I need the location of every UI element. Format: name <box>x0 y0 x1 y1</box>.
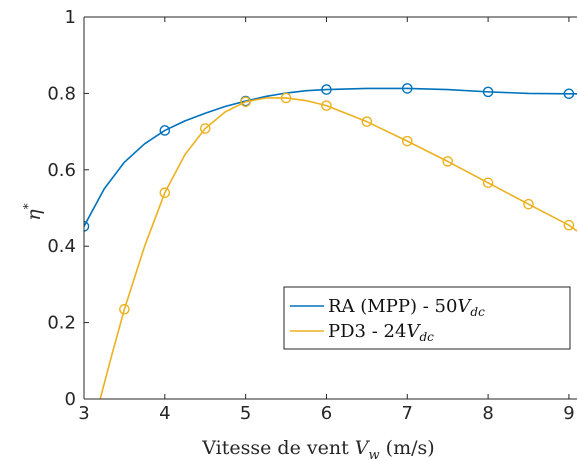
data-point-1-3 <box>240 96 251 108</box>
x-tick-label: 9 <box>563 403 574 424</box>
legend-box <box>283 286 571 350</box>
y-tick-label: 0 <box>65 389 76 410</box>
x-tick-label: 3 <box>78 403 89 424</box>
data-point-0-1 <box>159 125 171 136</box>
y-tick-label: 0.4 <box>47 236 76 257</box>
axes-layer <box>83 16 577 400</box>
data-point-0-3 <box>321 84 332 95</box>
data-point-1-0 <box>119 303 130 315</box>
x-tick-label: 5 <box>240 403 251 424</box>
x-axis-label: Vitesse de vent Vw (m/s) <box>201 437 434 461</box>
data-point-1-5 <box>321 100 332 111</box>
series-0 <box>84 83 577 232</box>
data-point-1-9 <box>482 177 494 189</box>
y-tick-label: 0.2 <box>47 313 76 334</box>
labels-layer: 3 4 5 6 7 8 9 0 0.2 0.4 0.6 0.8 1 Vitesse de vent Vw … <box>21 7 575 461</box>
data-point-0-6 <box>563 88 575 100</box>
data-point-1-10 <box>523 198 534 210</box>
x-tick-label: 8 <box>482 403 493 424</box>
y-tick-label: 0.6 <box>47 160 76 181</box>
x-tick-label: 4 <box>159 403 170 424</box>
series-layer <box>84 83 577 399</box>
legend-entry-1: PD3 - 24Vdc <box>328 321 434 344</box>
x-tick-label: 7 <box>402 403 413 424</box>
data-point-1-7 <box>401 135 413 147</box>
series-line-1 <box>99 97 577 399</box>
y-axis-label: η* <box>21 203 45 220</box>
y-tick-label: 0.8 <box>47 83 76 104</box>
series-1 <box>99 92 577 399</box>
legend-entry-0: RA (MPP) - 50Vdc <box>328 296 485 319</box>
data-point-1-2 <box>199 123 211 134</box>
data-point-0-4 <box>401 83 413 94</box>
data-point-1-1 <box>159 187 171 199</box>
data-point-1-11 <box>563 219 575 231</box>
data-point-1-4 <box>280 92 292 104</box>
series-line-0 <box>84 87 577 227</box>
data-point-0-5 <box>482 86 494 98</box>
y-tick-label: 1 <box>65 7 76 28</box>
data-point-1-6 <box>361 116 373 127</box>
data-point-1-8 <box>442 156 453 167</box>
x-tick-label: 6 <box>321 403 332 424</box>
